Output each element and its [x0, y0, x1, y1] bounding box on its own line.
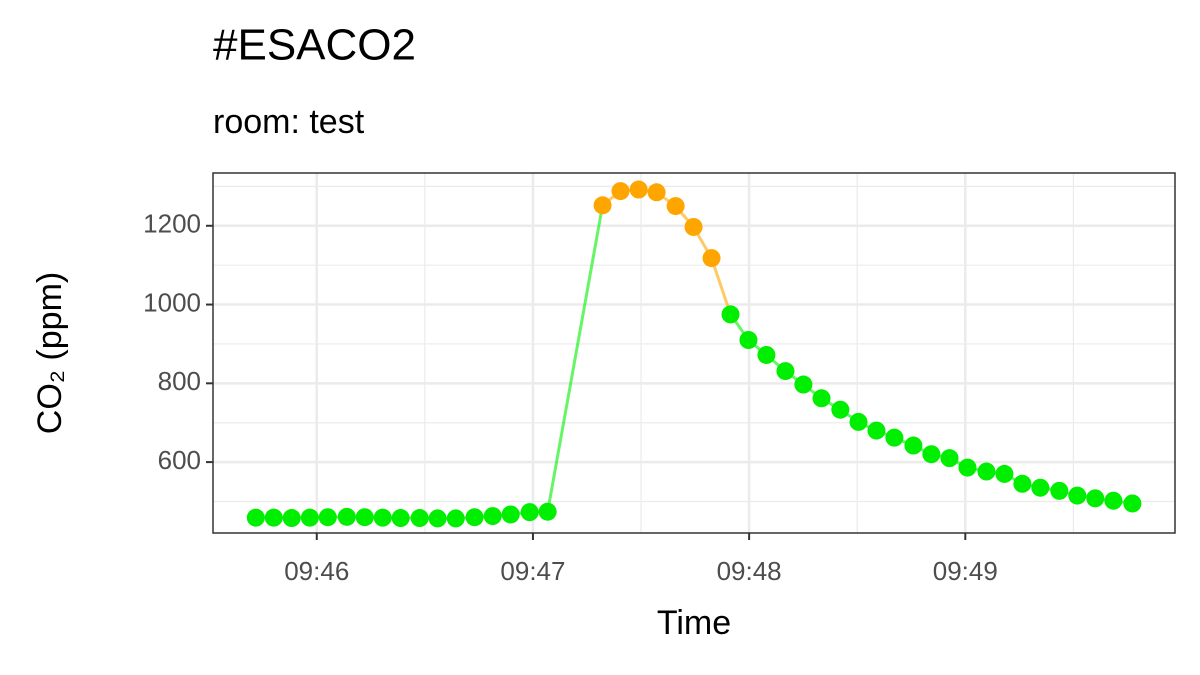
y-tick-label: 800 [158, 366, 201, 396]
data-point [794, 375, 813, 394]
data-point [958, 458, 977, 477]
data-point [647, 183, 666, 202]
data-point [831, 400, 850, 419]
data-point [977, 462, 996, 481]
y-tick-label: 1000 [143, 287, 201, 317]
data-point [940, 449, 959, 468]
x-tick-label: 09:47 [500, 556, 565, 586]
data-point [1123, 494, 1142, 513]
y-tick-label: 1200 [143, 209, 201, 239]
data-point [1031, 478, 1050, 497]
data-point [391, 509, 410, 528]
data-point [702, 249, 721, 268]
data-point [666, 197, 685, 216]
data-point [282, 509, 301, 528]
data-point [593, 196, 612, 215]
data-point [1086, 489, 1105, 508]
data-point [264, 508, 283, 527]
data-point [885, 428, 904, 447]
data-point [629, 180, 648, 199]
data-point [904, 436, 923, 455]
chart-title: #ESACO2 [213, 21, 416, 70]
data-point [995, 464, 1014, 483]
data-point [410, 509, 429, 528]
data-point [1104, 491, 1123, 510]
y-tick-label: 600 [158, 445, 201, 475]
data-point [1050, 481, 1069, 500]
data-point [246, 508, 265, 527]
data-point [611, 182, 630, 201]
plot-border [212, 172, 1176, 534]
data-point [318, 508, 337, 527]
data-point [739, 331, 758, 350]
data-point [337, 507, 356, 526]
data-point [520, 503, 539, 522]
data-point [922, 445, 941, 464]
x-tick-label: 09:46 [284, 556, 349, 586]
data-point [721, 305, 740, 324]
x-axis-label: Time [657, 604, 731, 642]
data-point [1068, 486, 1087, 505]
data-point [373, 508, 392, 527]
chart-subtitle: room: test [213, 103, 365, 141]
data-point [355, 508, 374, 527]
data-point [501, 505, 520, 524]
data-point [812, 389, 831, 408]
data-point [538, 502, 557, 521]
line-segment [710, 257, 732, 315]
y-axis-label: CO₂ (ppm) [31, 272, 69, 434]
data-point [465, 508, 484, 527]
data-point [849, 412, 868, 431]
data-point [446, 509, 465, 528]
data-point [428, 509, 447, 528]
data-point [1013, 474, 1032, 493]
data-point [300, 508, 319, 527]
data-point [483, 507, 502, 526]
data-point [757, 345, 776, 364]
x-tick-label: 09:48 [717, 556, 782, 586]
x-tick-label: 09:49 [933, 556, 998, 586]
data-point [684, 217, 703, 236]
data-point [776, 362, 795, 381]
data-point [867, 421, 886, 440]
line-segment [546, 205, 605, 512]
